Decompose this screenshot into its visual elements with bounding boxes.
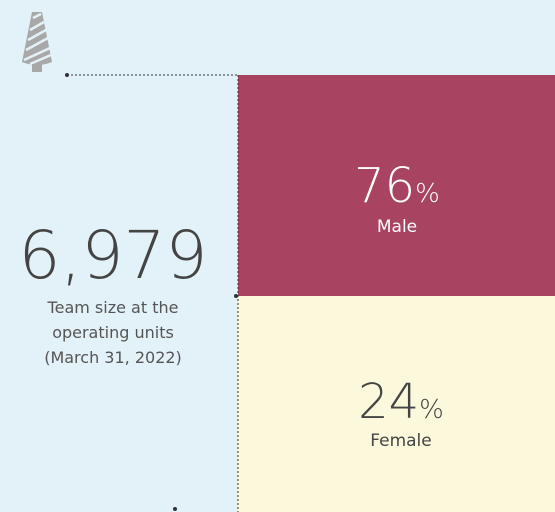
caption-line: (March 31, 2022) (44, 348, 182, 367)
female-unit: % (419, 395, 444, 425)
female-percent: 24% (358, 374, 444, 430)
male-percent: 76% (354, 158, 440, 214)
connector-dot (173, 507, 177, 511)
female-label: Female (370, 431, 431, 451)
male-unit: % (415, 179, 440, 209)
female-value: 24 (358, 374, 419, 430)
female-box (238, 296, 555, 512)
caption-line: Team size at the (47, 298, 179, 317)
connector-dot (234, 294, 238, 298)
yarn-icon (22, 12, 52, 72)
total-value: 6,979 (19, 217, 208, 294)
male-label: Male (377, 217, 417, 237)
male-value: 76 (354, 158, 415, 214)
male-box (238, 75, 555, 296)
caption-line: operating units (52, 323, 174, 342)
